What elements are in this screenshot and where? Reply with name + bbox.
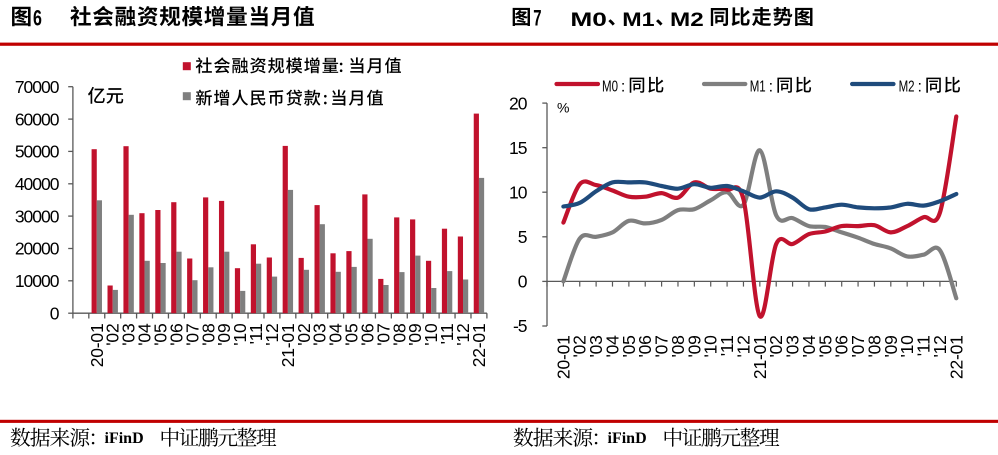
svg-text:'03: '03 <box>119 324 139 346</box>
svg-text:'06: '06 <box>832 335 852 357</box>
svg-text:22-01: 22-01 <box>469 324 489 368</box>
svg-text:'02: '02 <box>766 335 786 357</box>
svg-text:'08: '08 <box>389 324 409 346</box>
svg-text:10: 10 <box>509 182 528 202</box>
svg-text:'12: '12 <box>733 335 753 357</box>
svg-text:20-01: 20-01 <box>87 324 107 368</box>
svg-text:0: 0 <box>518 272 528 292</box>
svg-text:'07: '07 <box>652 335 672 357</box>
svg-text::: : <box>621 78 625 95</box>
svg-text:6: 6 <box>33 5 42 30</box>
svg-text:10000: 10000 <box>15 271 60 291</box>
svg-text:'07: '07 <box>373 324 393 346</box>
svg-text:7: 7 <box>533 5 541 30</box>
svg-text:21-01: 21-01 <box>750 335 770 379</box>
svg-text:'09: '09 <box>684 335 704 357</box>
svg-text:'10: '10 <box>897 335 917 358</box>
svg-text:0: 0 <box>50 303 60 323</box>
svg-text:'08: '08 <box>198 324 218 346</box>
svg-text:'11: '11 <box>437 324 457 345</box>
svg-text:20: 20 <box>509 93 528 113</box>
svg-text:'04: '04 <box>799 335 819 358</box>
svg-text:40000: 40000 <box>15 174 60 194</box>
svg-text::: : <box>769 78 773 95</box>
svg-text:20-01: 20-01 <box>553 335 573 379</box>
svg-text:'04: '04 <box>326 323 346 346</box>
svg-text:30000: 30000 <box>15 206 60 226</box>
svg-text:'04: '04 <box>602 335 622 358</box>
svg-text:'05: '05 <box>619 335 639 357</box>
svg-text:'06: '06 <box>357 324 377 346</box>
svg-text:M1: M1 <box>622 10 655 31</box>
svg-text:'09: '09 <box>214 324 234 346</box>
svg-text:'06: '06 <box>166 324 186 346</box>
svg-text:'06: '06 <box>635 335 655 357</box>
svg-text:'10: '10 <box>230 323 250 346</box>
svg-text:'10: '10 <box>421 323 441 346</box>
svg-text:'11: '11 <box>914 335 934 356</box>
svg-text:70000: 70000 <box>15 77 60 97</box>
svg-text:'02: '02 <box>570 335 590 357</box>
svg-text:'09: '09 <box>881 335 901 357</box>
svg-text:'08: '08 <box>668 335 688 357</box>
svg-text:'03: '03 <box>783 335 803 357</box>
svg-text:'04: '04 <box>135 323 155 346</box>
svg-text:-5: -5 <box>513 316 527 336</box>
svg-text:'08: '08 <box>864 335 884 357</box>
svg-text:'05: '05 <box>815 335 835 357</box>
svg-text:'07: '07 <box>848 335 868 357</box>
svg-text::: : <box>918 78 922 95</box>
svg-text:50000: 50000 <box>15 142 60 162</box>
svg-text:15: 15 <box>509 138 527 158</box>
svg-text:'10: '10 <box>701 335 721 358</box>
svg-text:'12: '12 <box>930 335 950 357</box>
svg-text:'02: '02 <box>103 324 123 346</box>
svg-text:'07: '07 <box>182 324 202 346</box>
svg-text:5: 5 <box>518 227 527 247</box>
svg-text:'09: '09 <box>405 324 425 346</box>
svg-text:iFinD: iFinD <box>608 430 647 447</box>
svg-text:'12: '12 <box>262 324 282 346</box>
svg-text:M1: M1 <box>750 78 766 95</box>
svg-text:M2: M2 <box>670 10 704 31</box>
svg-text:22-01: 22-01 <box>946 335 966 379</box>
svg-text:'05: '05 <box>342 324 362 346</box>
svg-text:'12: '12 <box>453 324 473 346</box>
svg-text:21-01: 21-01 <box>278 324 298 368</box>
svg-text:'11: '11 <box>717 335 737 356</box>
svg-text:M2: M2 <box>899 78 915 95</box>
svg-text:20000: 20000 <box>15 239 60 259</box>
svg-text:'03: '03 <box>310 324 330 346</box>
svg-text:'03: '03 <box>586 335 606 357</box>
svg-text:60000: 60000 <box>15 109 60 129</box>
svg-text:M0: M0 <box>570 10 607 31</box>
svg-text:'02: '02 <box>294 324 314 346</box>
svg-text:'05: '05 <box>150 324 170 346</box>
svg-text:iFinD: iFinD <box>105 430 144 447</box>
svg-text:M0: M0 <box>602 78 618 95</box>
svg-text:%: % <box>557 100 569 116</box>
svg-text:'11: '11 <box>246 324 266 345</box>
